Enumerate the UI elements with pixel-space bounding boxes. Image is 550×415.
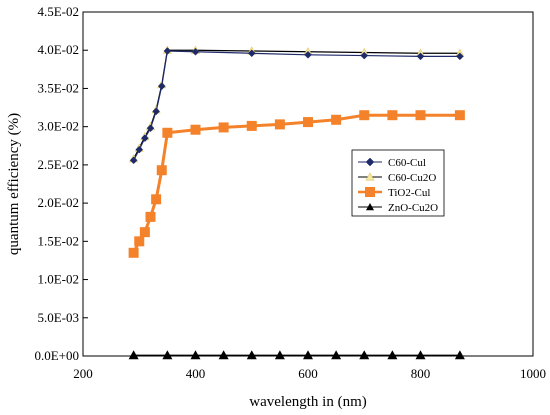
data-point — [360, 51, 369, 60]
data-point — [157, 82, 166, 91]
data-point — [129, 156, 138, 165]
data-point — [331, 114, 342, 125]
y-tick-label: 3.0E-02 — [37, 119, 79, 134]
data-point — [190, 350, 201, 360]
y-tick-label: 4.5E-02 — [37, 4, 79, 19]
y-tick-label: 0.0E+00 — [34, 348, 79, 363]
data-point — [416, 52, 425, 61]
y-tick-label: 1.5E-02 — [37, 233, 79, 248]
data-point — [162, 350, 173, 360]
data-point — [246, 120, 257, 131]
series-TiO2-Cul — [128, 110, 465, 258]
legend-label: C60-Cu2O — [388, 172, 436, 184]
x-axis-title: wavelength in (nm) — [249, 394, 366, 410]
legend-label: C60-Cul — [388, 157, 426, 169]
x-axis-ticks: 200 400 600 800 1000 — [73, 351, 546, 381]
data-point — [331, 350, 342, 360]
data-point — [274, 350, 285, 360]
data-point — [218, 122, 229, 133]
data-point — [365, 157, 375, 167]
data-point — [365, 172, 375, 181]
series-layer — [128, 45, 465, 360]
data-point — [247, 49, 256, 58]
data-point — [365, 187, 375, 197]
data-point — [139, 227, 150, 238]
data-point — [366, 203, 374, 211]
data-point — [152, 107, 160, 116]
data-point — [128, 247, 139, 258]
y-tick-label: 3.5E-02 — [37, 80, 79, 95]
y-tick-label: 5.0E-03 — [37, 310, 79, 325]
data-point — [151, 194, 162, 205]
data-point — [304, 50, 312, 59]
y-tick-label: 2.0E-02 — [37, 195, 79, 210]
data-point — [146, 124, 155, 133]
legend: C60-Cul C60-Cu2O TiO2-Cul ZnO-Cu2O — [351, 149, 445, 217]
data-point — [387, 350, 398, 360]
y-tick-label: 1.0E-02 — [37, 272, 79, 287]
data-point — [246, 350, 257, 360]
y-axis-title: quantum efficiency (%) — [6, 113, 22, 255]
data-point — [156, 165, 167, 176]
data-point — [359, 110, 370, 121]
data-point — [218, 350, 229, 360]
data-point — [163, 47, 172, 55]
series-C60-Cu2O — [129, 45, 465, 163]
plot-frame — [82, 11, 534, 357]
data-point — [162, 127, 173, 138]
y-tick-label: 2.5E-02 — [37, 157, 79, 172]
y-axis-ticks: 0.0E+00 5.0E-03 1.0E-02 1.5E-02 2.0E-02 2.5E-… — [34, 4, 88, 363]
data-point — [415, 110, 426, 121]
data-point — [190, 124, 201, 135]
x-tick-label: 600 — [298, 366, 318, 381]
legend-label: TiO2-Cul — [388, 187, 430, 199]
data-point — [359, 350, 370, 360]
data-point — [303, 117, 313, 128]
data-point — [303, 350, 313, 360]
data-point — [145, 211, 156, 222]
data-point — [134, 236, 145, 247]
series-C60-Cul — [129, 47, 464, 165]
data-point — [456, 52, 464, 61]
data-point — [191, 47, 200, 56]
y-tick-label: 4.0E-02 — [37, 42, 79, 57]
data-point — [141, 134, 149, 142]
legend-label: ZnO-Cu2O — [388, 202, 438, 214]
x-tick-label: 800 — [411, 366, 431, 381]
data-point — [128, 350, 139, 360]
x-tick-label: 200 — [73, 366, 93, 381]
series-line — [133, 50, 460, 161]
x-tick-label: 1000 — [520, 366, 546, 381]
series-line — [133, 49, 460, 160]
data-point — [415, 350, 426, 360]
data-point — [387, 110, 398, 121]
data-point — [274, 119, 285, 130]
series-ZnO-Cu2O — [128, 350, 465, 360]
x-tick-label: 400 — [186, 366, 206, 381]
data-point — [454, 110, 465, 121]
data-point — [135, 145, 144, 154]
data-point — [454, 350, 465, 360]
